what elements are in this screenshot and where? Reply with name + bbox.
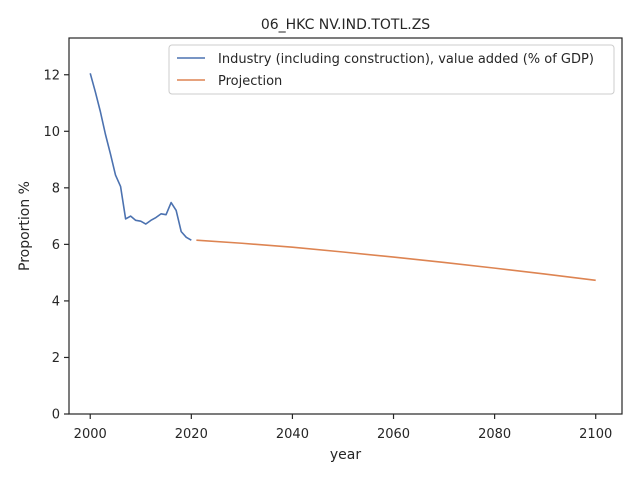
x-tick-label-3: 2060	[377, 427, 410, 442]
x-tick-label-2: 2040	[276, 427, 309, 442]
x-tick-label-5: 2100	[579, 427, 612, 442]
y-tick-label-5: 10	[43, 125, 60, 140]
x-tick-label-4: 2080	[478, 427, 511, 442]
legend-label-projection: Projection	[218, 74, 282, 89]
legend-label-industry: Industry (including construction), value…	[218, 52, 594, 67]
plot-area-frame	[68, 37, 623, 415]
y-tick-label-3: 6	[52, 238, 60, 253]
y-tick-label-1: 2	[52, 351, 60, 366]
series-line-industry	[89, 73, 192, 241]
x-axis-title: year	[330, 447, 361, 463]
legend: Industry (including construction), value…	[168, 44, 615, 95]
x-axis-ticks: 2000 2020 2040 2060 2080 2100	[74, 414, 612, 442]
series-line-projection	[196, 239, 596, 282]
y-axis-title: Proportion %	[17, 181, 33, 271]
y-tick-label-6: 12	[43, 68, 60, 83]
series-layer	[89, 73, 596, 282]
y-tick-label-0: 0	[52, 408, 60, 423]
y-axis-ticks: 0 2 4 6 8 10 12	[43, 68, 69, 423]
y-tick-label-2: 4	[52, 294, 60, 309]
y-tick-label-4: 8	[52, 181, 60, 196]
chart-title: 06_HKC NV.IND.TOTL.ZS	[261, 17, 430, 33]
legend-box	[168, 44, 615, 95]
x-tick-label-0: 2000	[74, 427, 107, 442]
x-tick-label-1: 2020	[175, 427, 208, 442]
